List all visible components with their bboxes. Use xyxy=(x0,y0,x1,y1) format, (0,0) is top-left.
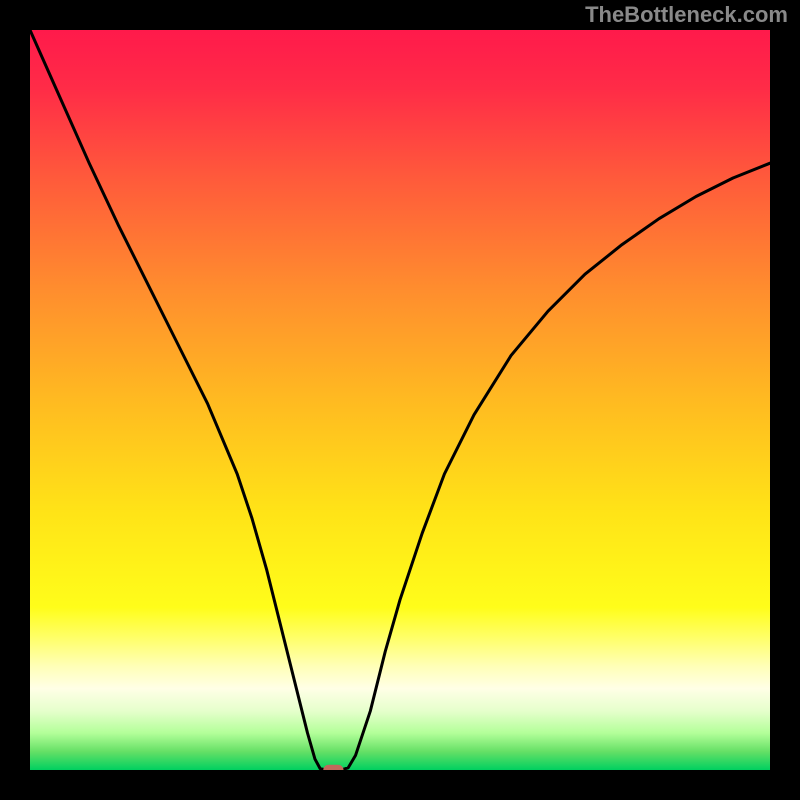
optimum-marker xyxy=(324,765,343,770)
chart-frame: TheBottleneck.com xyxy=(0,0,800,800)
bottleneck-chart-svg xyxy=(30,30,770,770)
gradient-background xyxy=(30,30,770,770)
watermark-text: TheBottleneck.com xyxy=(585,2,788,28)
plot-area xyxy=(30,30,770,770)
